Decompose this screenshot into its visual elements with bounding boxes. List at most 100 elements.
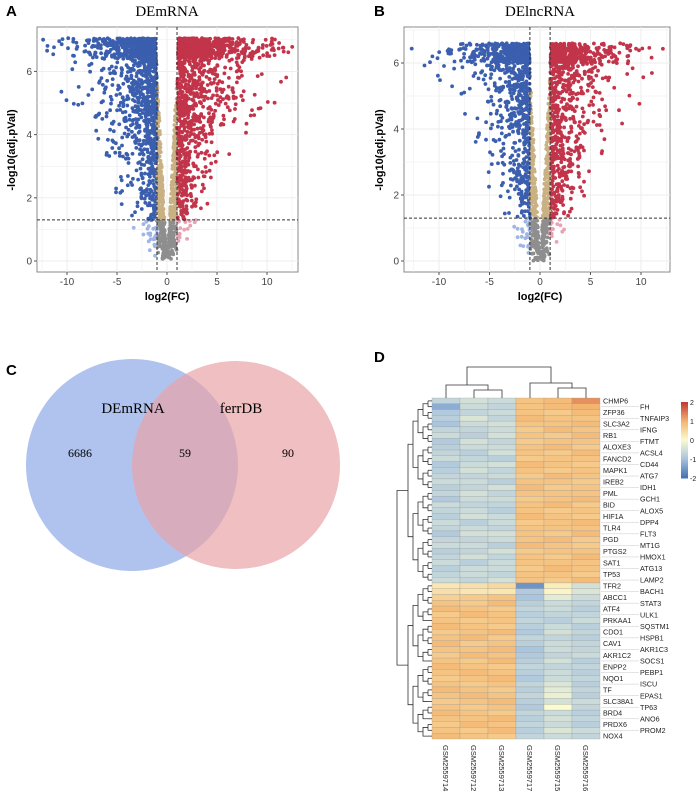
data-point — [512, 110, 516, 115]
data-point — [90, 87, 95, 92]
data-point — [158, 171, 163, 176]
data-point — [113, 150, 118, 155]
data-point — [178, 102, 183, 107]
data-point — [210, 131, 215, 136]
data-point — [206, 45, 211, 50]
data-point — [522, 214, 526, 218]
data-point — [189, 48, 194, 53]
data-point — [252, 113, 257, 117]
data-point — [592, 110, 596, 115]
data-point — [124, 54, 129, 58]
data-point — [170, 233, 175, 237]
data-point — [177, 185, 181, 189]
data-point — [179, 134, 184, 139]
data-point — [139, 191, 144, 196]
data-point — [584, 56, 589, 60]
data-point — [179, 147, 183, 152]
data-point — [257, 55, 262, 60]
data-point — [207, 117, 211, 122]
data-point — [508, 90, 513, 95]
data-point — [137, 82, 142, 87]
data-point — [129, 76, 134, 81]
data-point — [71, 39, 76, 44]
data-point — [146, 106, 151, 111]
data-point — [141, 99, 145, 104]
data-point — [521, 161, 525, 166]
data-point — [133, 210, 137, 215]
data-point — [244, 43, 249, 47]
data-point — [110, 138, 115, 143]
data-point — [189, 130, 193, 135]
data-point — [64, 98, 69, 103]
data-point — [218, 123, 223, 127]
data-point — [172, 156, 177, 161]
data-point — [173, 108, 178, 113]
data-point — [218, 95, 223, 99]
data-point — [141, 138, 146, 143]
data-point — [279, 79, 283, 84]
data-point — [206, 39, 211, 44]
data-point — [184, 186, 189, 191]
data-point — [566, 48, 571, 52]
data-point — [272, 100, 277, 105]
data-point — [176, 197, 181, 202]
data-point — [134, 146, 139, 150]
data-point — [131, 87, 136, 91]
data-point — [115, 60, 120, 65]
chart-title: DEmRNA — [135, 4, 199, 20]
data-point — [571, 186, 576, 191]
data-point — [168, 225, 173, 230]
data-point — [194, 84, 199, 88]
data-point — [110, 54, 114, 59]
data-point — [179, 99, 184, 104]
data-point — [206, 106, 211, 111]
data-point — [182, 192, 187, 197]
data-point — [213, 159, 218, 164]
data-point — [140, 150, 145, 155]
data-point — [127, 117, 132, 122]
data-point — [558, 76, 562, 80]
data-point — [117, 154, 122, 158]
data-point — [172, 140, 177, 145]
data-point — [202, 63, 206, 68]
data-point — [565, 139, 570, 144]
data-point — [581, 91, 585, 96]
data-point — [117, 52, 121, 57]
data-point — [136, 177, 141, 182]
data-point — [125, 103, 130, 108]
data-point — [145, 147, 150, 152]
data-point — [116, 39, 121, 44]
data-point — [144, 72, 149, 77]
data-point — [270, 36, 274, 41]
data-point — [171, 219, 176, 224]
data-point — [597, 57, 602, 61]
data-point — [178, 182, 182, 186]
data-point — [178, 204, 183, 209]
data-point — [544, 143, 549, 148]
data-point — [127, 113, 132, 118]
data-point — [160, 182, 165, 187]
data-point — [498, 104, 503, 109]
data-point — [562, 183, 566, 187]
x-tick-label: 10 — [261, 277, 273, 288]
data-point — [562, 97, 567, 102]
data-point — [83, 43, 87, 48]
data-point — [261, 53, 266, 58]
data-point — [571, 114, 576, 119]
data-point — [242, 51, 247, 55]
data-point — [205, 56, 209, 60]
data-point — [186, 124, 190, 129]
panel-label-c: C — [6, 362, 17, 379]
data-point — [140, 111, 145, 115]
data-point — [182, 48, 187, 53]
data-point — [588, 57, 592, 62]
data-point — [545, 235, 550, 240]
data-point — [505, 108, 510, 112]
data-point — [202, 156, 207, 161]
data-point — [181, 147, 186, 152]
data-point — [190, 64, 195, 69]
data-point — [223, 101, 228, 106]
data-point — [189, 198, 194, 203]
data-point — [559, 152, 564, 157]
data-point — [185, 227, 190, 231]
